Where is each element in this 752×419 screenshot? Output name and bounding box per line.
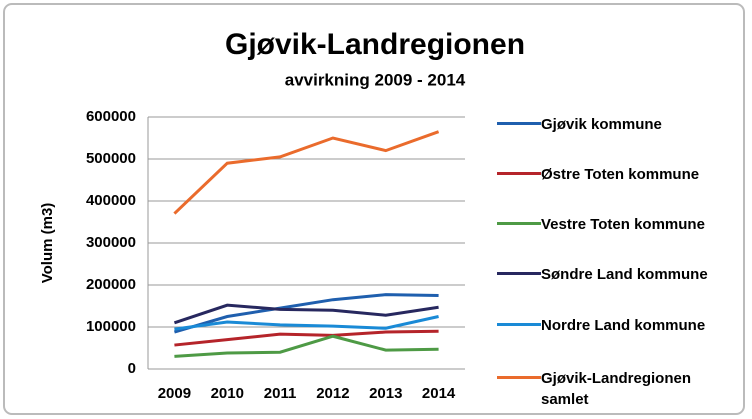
chart-subtitle: avvirkning 2009 - 2014 — [285, 70, 466, 89]
y-tick-label: 300000 — [86, 234, 136, 251]
y-axis-label: Volum (m3) — [39, 203, 56, 284]
legend-swatch — [497, 376, 541, 379]
x-tick-label: 2009 — [158, 385, 191, 402]
x-tick-label: 2013 — [369, 385, 402, 402]
series-line — [174, 334, 439, 358]
x-tick-label: 2011 — [264, 385, 297, 402]
legend-label: Vestre Toten kommune — [541, 216, 705, 233]
series-line — [174, 329, 439, 347]
legend-swatch — [497, 122, 541, 125]
y-tick-label: 600000 — [86, 108, 136, 125]
legend-item: Vestre Toten kommune — [497, 214, 737, 235]
legend-swatch — [497, 172, 541, 175]
y-tick-label: 500000 — [86, 150, 136, 167]
series-line — [173, 130, 440, 215]
legend-label: Gjøvik-Landregionen samlet — [541, 370, 692, 408]
series-line — [173, 303, 439, 325]
series-line — [173, 293, 439, 334]
x-tick-label: 2014 — [422, 385, 456, 402]
y-tick-label: 100000 — [86, 318, 136, 335]
legend-item: Gjøvik-Landregionen samlet — [497, 368, 737, 410]
x-tick-label: 2010 — [211, 385, 244, 402]
legend-label: Nordre Land kommune — [541, 317, 706, 334]
legend-swatch — [497, 323, 541, 326]
legend-label: Søndre Land kommune — [541, 266, 708, 283]
y-tick-label: 0 — [128, 360, 136, 377]
x-tick-label: 2012 — [316, 385, 349, 402]
legend-label: Østre Toten kommune — [541, 166, 700, 183]
legend-label: Gjøvik kommune — [541, 116, 662, 133]
chart-title: Gjøvik-Landregionen — [225, 28, 525, 61]
legend-item: Nordre Land kommune — [497, 315, 737, 336]
y-tick-label: 200000 — [86, 276, 136, 293]
legend-item: Gjøvik kommune — [497, 114, 737, 135]
chart-border — [3, 3, 745, 415]
y-tick-label: 400000 — [86, 192, 136, 209]
legend-swatch — [497, 272, 541, 275]
legend-item: Søndre Land kommune — [497, 264, 737, 285]
legend-item: Østre Toten kommune — [497, 164, 737, 185]
series-line — [174, 315, 439, 331]
legend-swatch — [497, 222, 541, 225]
